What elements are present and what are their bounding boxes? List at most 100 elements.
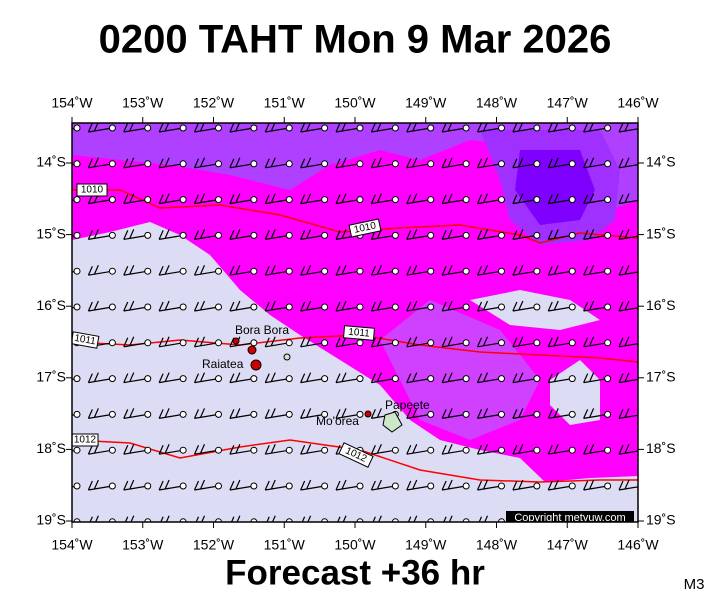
wind-barb [264, 443, 290, 455]
wind-barb [583, 336, 608, 348]
heavy-rain [515, 150, 595, 225]
dry-area [550, 360, 600, 425]
wind-barb [264, 479, 290, 491]
wind-barb [547, 229, 573, 240]
station [144, 267, 152, 275]
station [179, 231, 187, 239]
wind-barb [547, 264, 573, 276]
station [427, 231, 435, 239]
station [604, 446, 612, 454]
wind-barb [583, 264, 608, 276]
station [321, 303, 329, 311]
wind-barb [123, 479, 148, 491]
wind-barb [406, 264, 431, 276]
wind-barb [547, 443, 573, 455]
lon-label: 149˚W [405, 95, 447, 111]
wind-barb [72, 163, 78, 166]
station [604, 267, 612, 275]
lon-label: 153˚W [122, 537, 164, 553]
lon-label: 148˚W [476, 537, 518, 553]
wind-barb [370, 264, 396, 276]
station [604, 231, 612, 239]
station [215, 267, 222, 275]
station [568, 410, 576, 418]
station [498, 339, 505, 347]
station [640, 411, 646, 417]
station [604, 160, 612, 168]
isobar-label: 1012 [74, 435, 97, 446]
wind-barb [583, 229, 608, 240]
wind-barb [193, 264, 219, 276]
wind-barb [123, 157, 148, 169]
wind-barb [618, 157, 638, 169]
wind-barb [72, 234, 78, 237]
station [179, 267, 187, 275]
station [462, 160, 470, 168]
station [215, 124, 222, 132]
station [285, 446, 293, 454]
lat-label: 15˚S [646, 225, 676, 241]
wind-barb [72, 413, 78, 416]
station [144, 160, 152, 168]
station [462, 196, 470, 204]
station [356, 303, 364, 311]
wind-barb [123, 372, 148, 384]
wind-barb [406, 193, 431, 205]
wind-barb [158, 193, 184, 205]
wind-barb [512, 229, 537, 240]
station [73, 160, 81, 168]
wind-barb [193, 229, 219, 240]
station [498, 482, 505, 490]
wind-barb [193, 336, 219, 348]
wind-barb [264, 229, 290, 240]
station [533, 410, 541, 418]
lon-label: 150˚W [334, 537, 376, 553]
station [179, 160, 187, 168]
station [73, 196, 81, 204]
station [179, 124, 187, 132]
station [604, 339, 612, 347]
wind-barb [441, 229, 467, 240]
lon-label: 147˚W [547, 537, 589, 553]
wind-barb [476, 336, 502, 348]
label-box [76, 183, 108, 197]
station [604, 124, 612, 132]
wind-barb [547, 193, 573, 205]
station [73, 231, 81, 239]
wind-barb [264, 193, 290, 205]
wind-barb [193, 300, 219, 312]
station [640, 483, 646, 489]
label-box [338, 442, 374, 468]
station [73, 410, 81, 418]
station [73, 124, 81, 132]
wind-barb [441, 193, 467, 205]
station [179, 196, 187, 204]
station [533, 339, 541, 347]
wind-barb [406, 372, 431, 384]
wind-barb [158, 229, 184, 240]
station [250, 196, 258, 204]
wind-barb [476, 372, 502, 384]
station [108, 482, 116, 490]
station [604, 482, 612, 490]
wind-barb [547, 408, 573, 419]
station [285, 196, 293, 204]
wind-barb [618, 336, 638, 348]
wind-barb [193, 193, 219, 205]
lon-label: 146˚W [617, 537, 659, 553]
station [356, 375, 364, 383]
wind-barb [618, 193, 638, 205]
station [427, 303, 435, 311]
station [321, 446, 329, 454]
lon-label: 152˚W [193, 537, 235, 553]
station [604, 410, 612, 418]
wind-barb [264, 372, 290, 384]
wind-barb [618, 300, 638, 312]
station [356, 124, 364, 132]
wind-barb [476, 193, 502, 205]
station [73, 267, 81, 275]
station [462, 303, 470, 311]
station [498, 267, 505, 275]
wind-barb [87, 372, 113, 384]
wind-barb [441, 372, 467, 384]
